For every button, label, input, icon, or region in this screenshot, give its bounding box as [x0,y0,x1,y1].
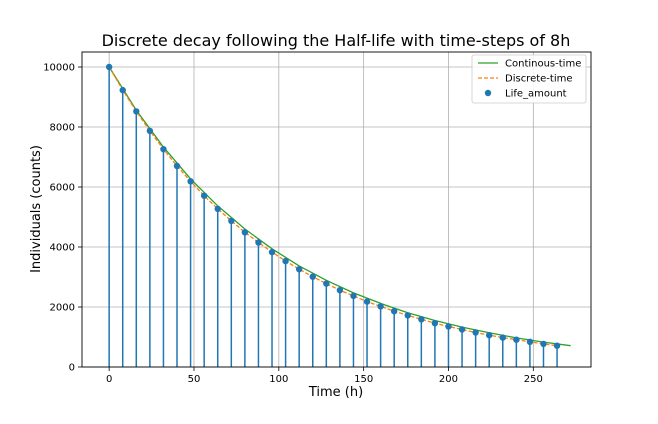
life-amount-point [350,292,357,300]
life-amount-point [160,146,167,153]
life-amount-point [268,248,276,256]
life-amount-point [133,108,140,115]
life-amount-point [513,336,520,343]
life-amount-point [363,298,371,305]
legend: Continous-time Discrete-time Life_amount [471,54,587,104]
life-amount-point [390,308,398,315]
legend-label-continuous: Continous-time [505,59,581,70]
life-amount-point [173,162,181,170]
life-amount-point [146,127,154,135]
life-amount-point [214,205,221,213]
discrete-time-line [108,66,558,347]
life-amount-point [431,320,439,327]
life-amount-point [255,239,262,246]
x-tick-label: 100 [269,374,288,385]
life-amount-point [309,273,316,280]
life-amount-point [336,287,344,294]
life-amount-point [105,63,113,71]
life-amount-point [295,266,303,273]
life-amount-point [404,312,411,319]
sample-points [105,63,561,349]
legend-swatch-samples [484,89,492,97]
life-amount-point [486,332,493,339]
life-amount-point [323,280,330,287]
legend-label-samples: Life_amount [505,89,567,100]
y-axis-label: Individuals (counts) [29,145,44,273]
y-tick-label: 6000 [50,183,75,194]
life-amount-point [458,326,466,333]
life-amount-point [119,86,126,94]
x-axis-label: Time (h) [308,385,363,400]
chart-title: Discrete decay following the Half-life w… [102,31,571,50]
life-amount-point [540,340,547,348]
y-tick-label: 0 [69,363,75,374]
y-tick-label: 2000 [50,303,75,314]
legend-box [471,54,587,104]
life-amount-point [472,329,479,336]
life-amount-point [228,217,235,225]
x-tick-label: 0 [106,374,112,385]
continuous-time-line [108,66,571,347]
y-tick-label: 8000 [50,123,75,134]
x-tick-label: 250 [524,374,543,385]
stem-lines [108,67,558,367]
life-amount-point [377,303,384,310]
y-tick-label: 4000 [50,243,75,254]
series-lines [108,66,571,347]
y-tick-label: 10000 [43,63,75,74]
life-amount-point [445,323,452,330]
life-amount-point [282,257,289,265]
life-amount-point [499,334,506,341]
life-amount-point [526,338,534,345]
legend-label-discrete: Discrete-time [505,74,573,85]
life-amount-point [418,316,425,323]
x-tick-label: 50 [188,374,201,385]
x-tick-label: 150 [354,374,373,385]
life-amount-point [241,229,249,236]
x-tick-label: 200 [439,374,458,385]
plot-frame [81,51,592,368]
life-amount-point [187,178,194,185]
axis-ticks: 0 50 100 150 200 250 0 2000 4000 6000 8000 10000 [43,63,543,386]
life-amount-point [553,342,561,349]
life-amount-point [200,192,208,199]
